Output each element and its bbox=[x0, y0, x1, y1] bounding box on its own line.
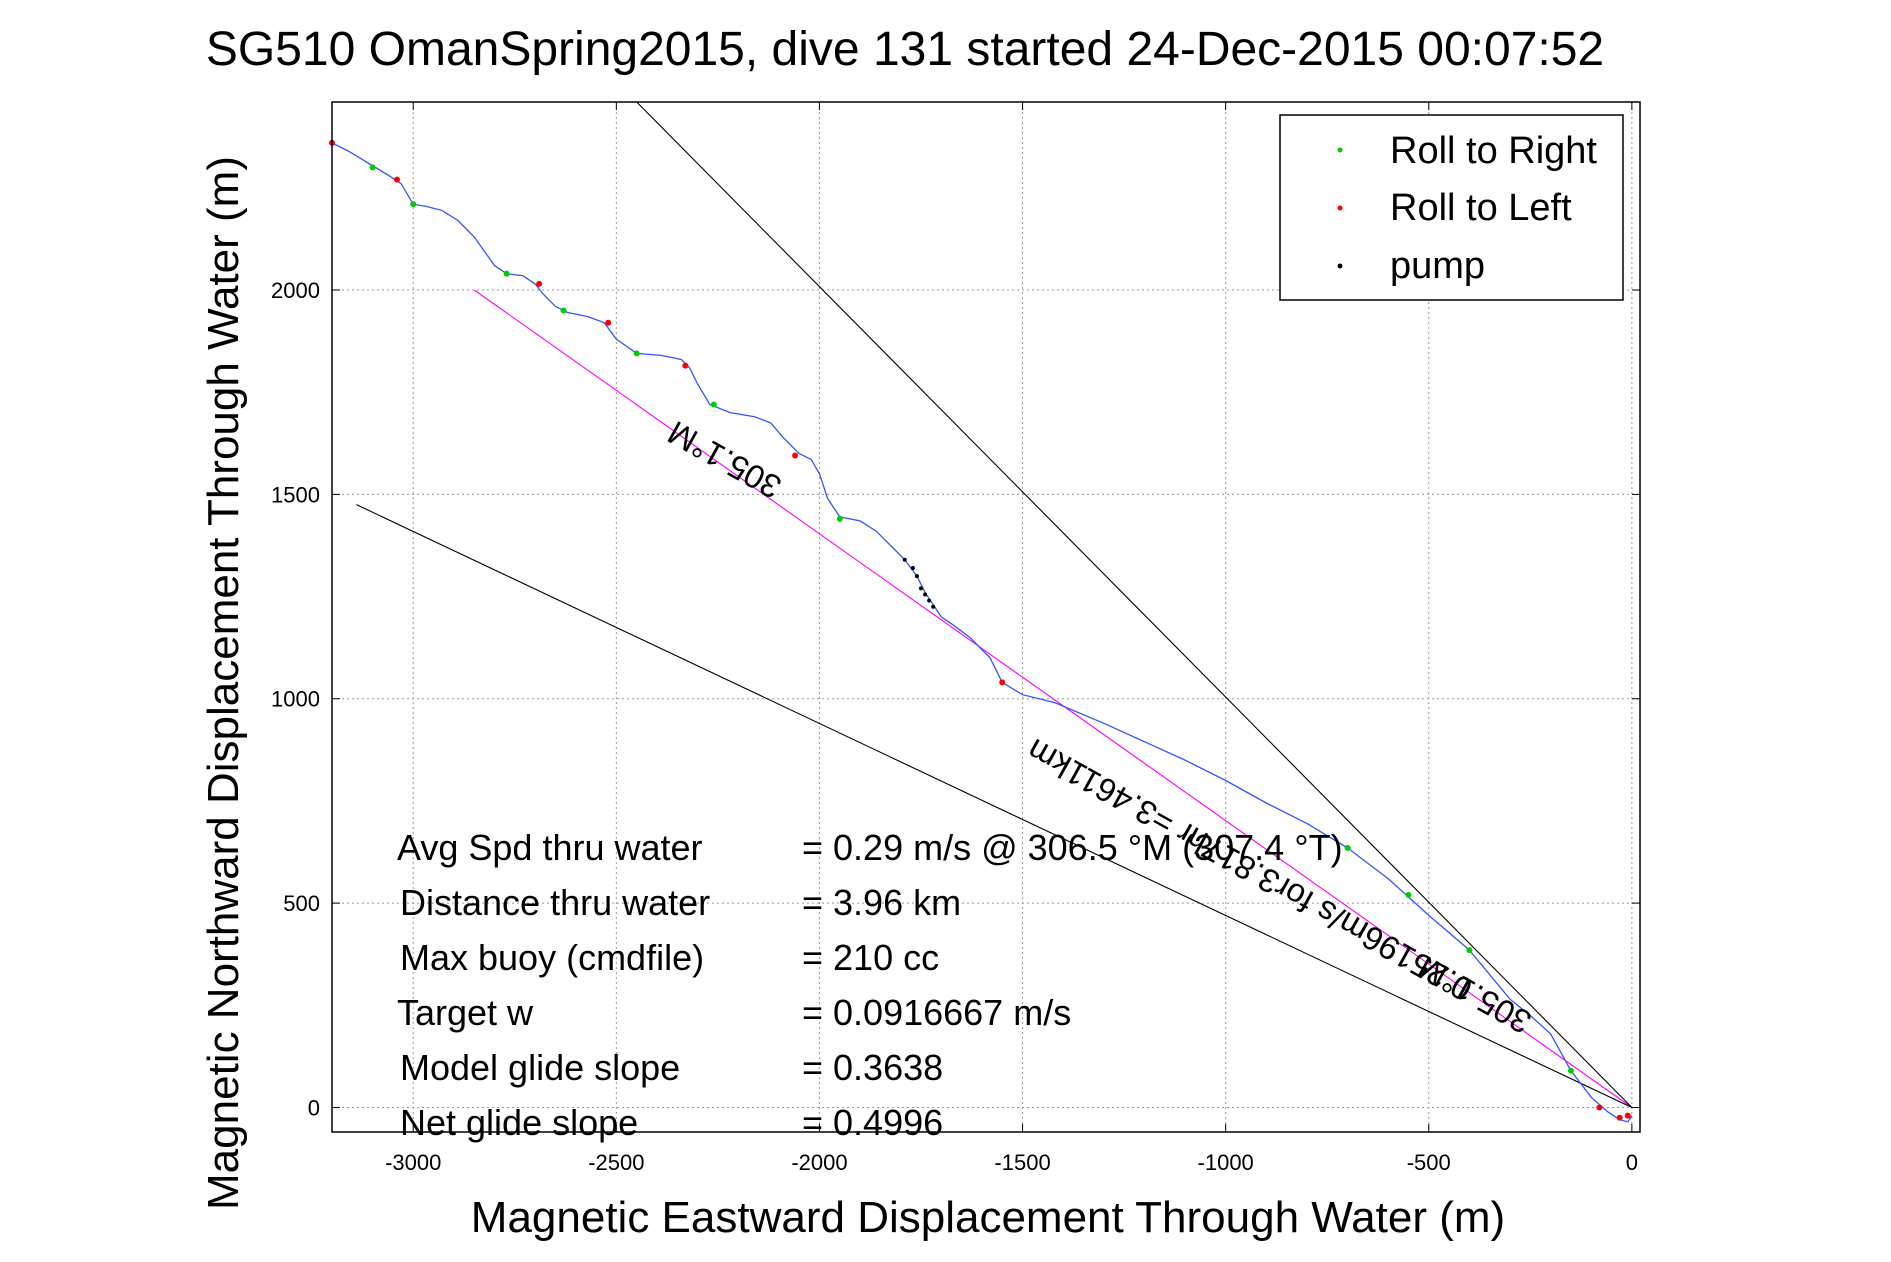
plot-frame bbox=[331, 101, 1641, 1133]
stat-label: Model glide slope bbox=[400, 1047, 680, 1088]
roll-left-point bbox=[393, 176, 400, 183]
stat-label: Max buoy (cmdfile) bbox=[400, 937, 704, 978]
bound_lower-line bbox=[356, 504, 1633, 1108]
legend-swatch bbox=[1337, 205, 1343, 211]
stats-block: Avg Spd thru water = 0.29 m/s @ 306.5 °M… bbox=[397, 827, 1343, 1143]
reference-lines bbox=[356, 101, 1633, 1108]
pump-point bbox=[931, 604, 936, 609]
x-tick-label: -2000 bbox=[791, 1150, 847, 1175]
x-axis-label: Magnetic Eastward Displacement Through W… bbox=[471, 1193, 1505, 1242]
heading-annotation-lower: 305.1°M bbox=[1412, 949, 1538, 1041]
legend-swatch bbox=[1337, 147, 1343, 153]
model-line bbox=[473, 289, 1633, 1108]
pump-point bbox=[910, 565, 915, 570]
x-tick-label: -1500 bbox=[994, 1150, 1050, 1175]
x-tick-label: -3000 bbox=[385, 1150, 441, 1175]
x-tick-label: 0 bbox=[1626, 1150, 1638, 1175]
x-tick-label: -500 bbox=[1407, 1150, 1451, 1175]
x-tick-label: -1000 bbox=[1198, 1150, 1254, 1175]
roll-right-point bbox=[1466, 947, 1473, 954]
roll-left-point bbox=[605, 319, 612, 326]
markers-layer bbox=[329, 139, 1631, 1121]
y-tick-label: 500 bbox=[283, 891, 320, 916]
legend: Roll to Right Roll to Left pump bbox=[1279, 114, 1624, 301]
roll-left-point bbox=[682, 362, 689, 369]
roll-right-point bbox=[1567, 1067, 1574, 1074]
roll-left-point bbox=[1616, 1114, 1623, 1121]
roll-right-point bbox=[560, 307, 567, 314]
pump-point bbox=[914, 574, 919, 579]
y-tick-label: 0 bbox=[308, 1095, 320, 1120]
roll-right-point bbox=[633, 350, 640, 357]
bound_upper-line bbox=[636, 101, 1633, 1108]
roll-left-point bbox=[536, 280, 543, 287]
legend-label: pump bbox=[1390, 245, 1485, 287]
legend-swatch bbox=[1337, 263, 1343, 269]
roll-left-point bbox=[1624, 1112, 1631, 1119]
y-tick-label: 1000 bbox=[271, 687, 320, 712]
stat-value: = 0.0916667 m/s bbox=[802, 992, 1071, 1033]
y-tick-label: 2000 bbox=[271, 278, 320, 303]
roll-left-point bbox=[1596, 1104, 1603, 1111]
legend-box bbox=[1279, 114, 1624, 301]
pump-point bbox=[919, 586, 924, 591]
y-ticks: 0 500 1000 1500 2000 bbox=[271, 278, 1640, 1120]
roll-right-point bbox=[1405, 891, 1412, 898]
stat-label: Target w bbox=[397, 992, 534, 1033]
chart-title: SG510 OmanSpring2015, dive 131 started 2… bbox=[206, 23, 1604, 76]
stat-value: = 0.29 m/s @ 306.5 °M (307.4 °T) bbox=[802, 827, 1343, 868]
stat-label: Avg Spd thru water bbox=[397, 827, 703, 868]
y-axis-label: Magnetic Northward Displacement Through … bbox=[199, 156, 248, 1210]
heading-annotation-upper: 305.1°M bbox=[662, 414, 788, 506]
roll-right-point bbox=[836, 515, 843, 522]
roll-right-point bbox=[369, 164, 376, 171]
stat-label: Net glide slope bbox=[400, 1102, 638, 1143]
roll-right-point bbox=[410, 201, 417, 208]
stat-value: = 3.96 km bbox=[802, 882, 961, 923]
y-tick-label: 1500 bbox=[271, 482, 320, 507]
pump-point bbox=[902, 557, 907, 562]
roll-right-point bbox=[503, 270, 510, 277]
legend-label: Roll to Left bbox=[1390, 187, 1572, 229]
stat-value: = 210 cc bbox=[802, 937, 939, 978]
speed-annotation: 0.25196m/s for3.817hr =3.4611km bbox=[1021, 732, 1478, 1009]
roll-left-point bbox=[999, 679, 1006, 686]
pump-point bbox=[923, 592, 928, 597]
legend-label: Roll to Right bbox=[1390, 130, 1597, 172]
stat-label: Distance thru water bbox=[400, 882, 710, 923]
roll-right-point bbox=[710, 401, 717, 408]
stat-value: = 0.4996 bbox=[802, 1102, 943, 1143]
stat-value: = 0.3638 bbox=[802, 1047, 943, 1088]
roll-left-point bbox=[792, 452, 799, 459]
pump-point bbox=[927, 598, 932, 603]
x-tick-label: -2500 bbox=[588, 1150, 644, 1175]
roll-right-point bbox=[1344, 844, 1351, 851]
x-ticks: -3000 -2500 -2000 -1500 -1000 -500 0 bbox=[385, 102, 1638, 1175]
